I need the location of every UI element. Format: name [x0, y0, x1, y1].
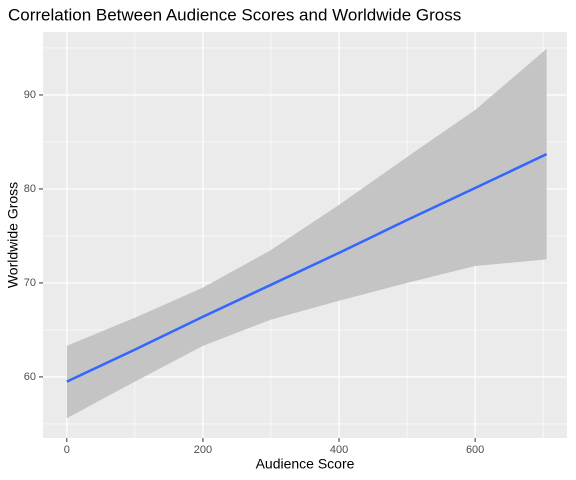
- x-tick-label: 600: [466, 444, 484, 456]
- chart-title: Correlation Between Audience Scores and …: [8, 5, 461, 24]
- y-tick-label: 90: [24, 89, 36, 101]
- x-tick-label: 400: [330, 444, 348, 456]
- y-tick-label: 60: [24, 371, 36, 383]
- x-axis-title: Audience Score: [256, 456, 355, 472]
- x-tick-label: 200: [194, 444, 212, 456]
- y-axis-title: Worldwide Gross: [5, 182, 21, 288]
- x-tick-label: 0: [64, 444, 70, 456]
- y-tick-label: 70: [24, 277, 36, 289]
- y-tick-label: 80: [24, 183, 36, 195]
- trend-line: [66, 153, 548, 383]
